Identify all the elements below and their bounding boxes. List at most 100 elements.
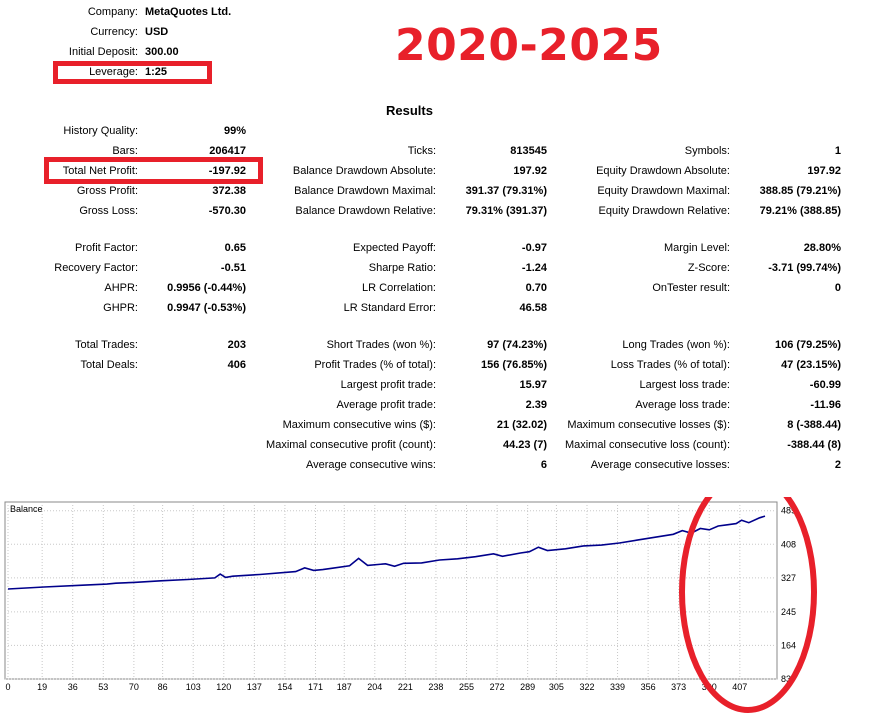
col2-label: Balance Drawdown Absolute:	[292, 165, 436, 177]
col1-value: 0.9956 (-0.44%)	[167, 282, 246, 294]
col1-label: Bars:	[112, 145, 138, 157]
col2-label: Largest profit trade:	[340, 379, 436, 391]
col3-value: 1	[834, 145, 841, 157]
col1-value: 0.9947 (-0.53%)	[167, 302, 246, 314]
col2-label: Profit Trades (% of total):	[314, 359, 436, 371]
col1-label: Total Deals:	[80, 359, 138, 371]
header-label: Leverage:	[89, 66, 138, 78]
x-tick-label: 322	[579, 682, 594, 692]
col1-label: Profit Factor:	[75, 242, 138, 254]
y-tick-label: 327	[781, 573, 796, 583]
x-tick-label: 36	[68, 682, 78, 692]
col3-label: Z-Score:	[687, 262, 730, 274]
col3-label: Maximal consecutive loss (count):	[564, 439, 730, 451]
x-tick-label: 120	[216, 682, 231, 692]
y-tick-label: 489	[781, 506, 796, 516]
col2-value: 391.37 (79.31%)	[465, 185, 547, 197]
col2-value: -0.97	[521, 242, 547, 254]
col2-value: 0.70	[525, 282, 547, 294]
col1-label: Recovery Factor:	[54, 262, 138, 274]
x-tick-label: 407	[732, 682, 747, 692]
x-tick-label: 238	[428, 682, 443, 692]
col3-value: 28.80%	[803, 242, 841, 254]
leverage-highlight-box	[53, 61, 212, 84]
col3-label: Equity Drawdown Maximal:	[597, 185, 730, 197]
balance-series-line	[7, 515, 766, 590]
col2-label: Maximum consecutive wins ($):	[282, 419, 436, 431]
col3-label: Maximum consecutive losses ($):	[567, 419, 730, 431]
col3-value: 197.92	[807, 165, 841, 177]
chart-plot-area	[4, 501, 778, 680]
header-label: Company:	[87, 6, 138, 18]
col3-value: 8 (-388.44)	[787, 419, 841, 431]
x-tick-label: 19	[37, 682, 47, 692]
y-tick-label: 245	[781, 607, 796, 617]
col3-label: Loss Trades (% of total):	[610, 359, 730, 371]
col2-label: Balance Drawdown Relative:	[295, 205, 436, 217]
header-label: Currency:	[90, 26, 138, 38]
header-value: MetaQuotes Ltd.	[145, 6, 232, 18]
col3-label: Largest loss trade:	[639, 379, 731, 391]
col2-label: Average consecutive wins:	[305, 459, 436, 471]
col1-value: 372.38	[212, 185, 246, 197]
col1-value: -197.92	[208, 165, 246, 177]
balance-chart: Balance 0 19 36 53 70 86 103 120 137 154 171 187 204…	[4, 497, 817, 713]
col2-label: Ticks:	[407, 145, 436, 157]
col3-label: Margin Level:	[663, 242, 730, 254]
x-tick-label: 70	[129, 682, 139, 692]
x-tick-label: 221	[398, 682, 413, 692]
header-value: 1:25	[145, 66, 168, 78]
x-tick-label: 0	[5, 682, 10, 692]
col3-value: 47 (23.15%)	[781, 359, 841, 371]
col3-value: 2	[834, 459, 841, 471]
col3-value: 106 (79.25%)	[774, 339, 841, 351]
header-value: USD	[145, 26, 169, 38]
year-range-overlay: 2020-2025	[395, 20, 663, 71]
col1-label: Total Trades:	[75, 339, 138, 351]
col3-value: -60.99	[809, 379, 841, 391]
col2-value: 2.39	[525, 399, 547, 411]
col2-label: LR Correlation:	[362, 282, 436, 294]
x-tick-label: 373	[671, 682, 686, 692]
col3-value: -3.71 (99.74%)	[768, 262, 841, 274]
col1-label: GHPR:	[103, 302, 138, 314]
col2-value: 97 (74.23%)	[487, 339, 547, 351]
col3-label: Equity Drawdown Relative:	[598, 205, 730, 217]
col1-value: -570.30	[208, 205, 246, 217]
x-tick-label: 137	[247, 682, 262, 692]
x-tick-label: 53	[98, 682, 108, 692]
col3-value: 79.21% (388.85)	[759, 205, 841, 217]
col2-label: LR Standard Error:	[343, 302, 436, 314]
col2-value: 813545	[510, 145, 547, 157]
col2-label: Expected Payoff:	[353, 242, 436, 254]
x-tick-label: 289	[520, 682, 535, 692]
col3-value: 0	[834, 282, 841, 294]
col3-value: -388.44 (8)	[787, 439, 841, 451]
x-tick-label: 171	[308, 682, 323, 692]
col1-value: 206417	[209, 145, 246, 157]
col1-value: 203	[227, 339, 246, 351]
drawdown-highlight-circle	[679, 497, 817, 713]
header-value: 300.00	[145, 46, 179, 58]
x-tick-label: 305	[549, 682, 564, 692]
col3-value: 388.85 (79.21%)	[759, 185, 841, 197]
col2-value: 44.23 (7)	[502, 439, 547, 451]
x-tick-label: 356	[641, 682, 656, 692]
chart-title: Balance	[10, 504, 43, 514]
col1-label: AHPR:	[104, 282, 138, 294]
y-tick-label: 83	[781, 674, 791, 684]
col1-label: Total Net Profit:	[62, 165, 138, 177]
col1-value: 0.65	[224, 242, 246, 254]
col1-value: 99%	[223, 125, 246, 137]
col2-value: 15.97	[519, 379, 547, 391]
col1-label: Gross Profit:	[76, 185, 138, 197]
x-tick-label: 103	[186, 682, 201, 692]
y-tick-label: 164	[781, 640, 796, 650]
header-label: Initial Deposit:	[68, 46, 138, 58]
col2-label: Sharpe Ratio:	[368, 262, 436, 274]
col3-label: OnTester result:	[652, 282, 730, 294]
col3-label: Average loss trade:	[635, 399, 730, 411]
x-tick-label: 272	[490, 682, 505, 692]
col2-value: 197.92	[513, 165, 547, 177]
col3-label: Average consecutive losses:	[590, 459, 730, 471]
